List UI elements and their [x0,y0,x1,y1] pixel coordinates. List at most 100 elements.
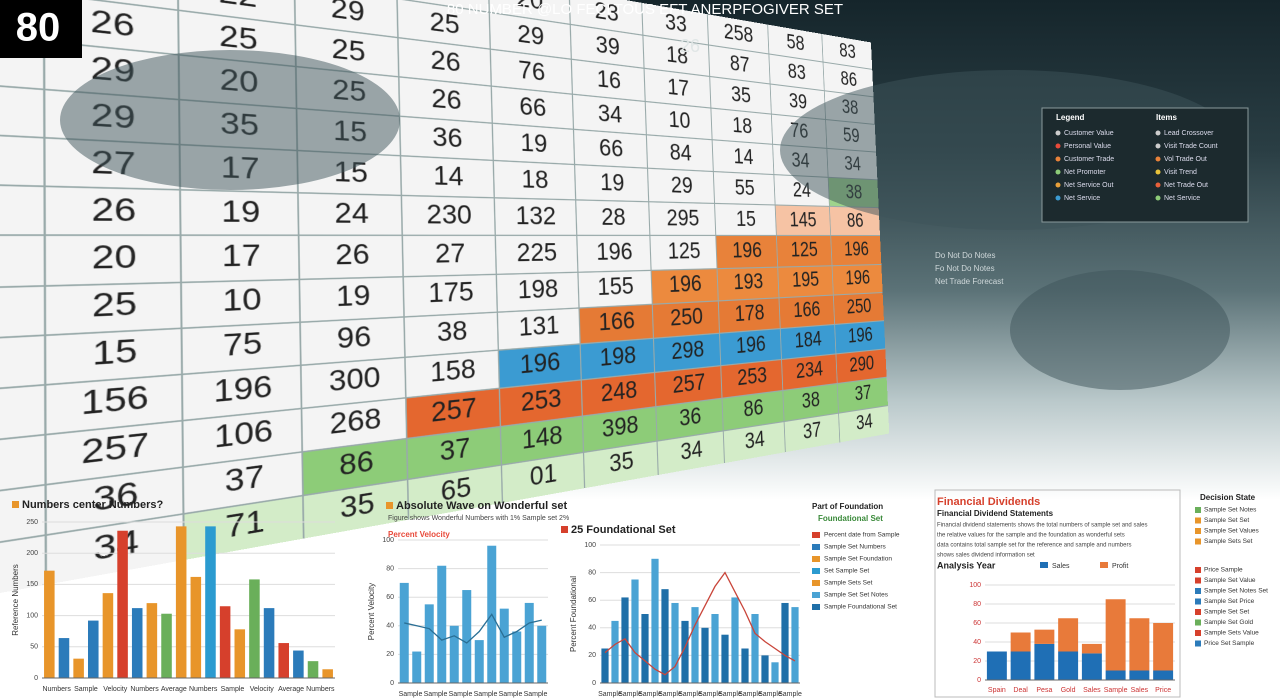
legend-label: Sample Set Foundation [824,556,892,563]
y-tick-label: 0 [390,680,394,687]
legend-dot [1155,195,1161,201]
legend-dot [1055,195,1061,201]
y-tick-label: 0 [592,680,596,687]
legend-label: Sample Set Set [1204,609,1249,616]
table-label: 26 [680,36,700,56]
y-tick-label: 80 [973,601,981,608]
trend-line [404,613,542,644]
x-tick-label: Sample [499,691,523,698]
title-marker [12,501,19,508]
bar [462,590,472,683]
legend-label: Percent date from Sample [824,532,900,539]
y-tick-label: 50 [30,644,38,651]
x-tick-label: Sample [678,691,702,698]
summary-panel [934,489,1181,698]
bar [751,614,759,683]
y-tick-label: 40 [588,625,596,632]
y-tick-label: 0 [977,677,981,684]
legend-label: Sample Sets Set [1204,538,1253,545]
stacked-bar [1105,599,1126,671]
y-tick-label: 80 [386,565,394,572]
bar [219,606,231,678]
y-tick-label: 40 [386,623,394,630]
legend-dot [1055,156,1061,162]
bar [499,608,509,683]
bar [424,604,434,683]
y-axis-label: Percent Velocity [367,583,376,640]
legend-label: Sample Sets Set [824,580,873,587]
y-tick-label: 200 [26,550,38,557]
y-tick-label: 100 [382,537,394,544]
x-tick-label: Sample [718,691,742,698]
y-tick-label: 80 [588,569,596,576]
legend-swatch [1195,507,1201,513]
legend-label: Sample Set Values [1204,528,1260,535]
bar [611,620,619,683]
trend-line [604,571,796,676]
bar [278,643,289,678]
legend-dot [1055,143,1061,149]
bar [437,565,447,683]
stacked-bar [1129,618,1150,671]
summary-text: shows sales dividend information set [937,553,1035,559]
bar [263,608,275,678]
legend-swatch [812,568,820,574]
legend-label: Sample Set Set Notes [824,592,889,599]
legend-label: Visit Trade Count [1164,143,1218,150]
legend-title: Legend [1056,113,1085,122]
bar [205,526,216,678]
bar [641,614,649,683]
stacked-bar [1034,629,1055,644]
legend-swatch [812,580,820,586]
badge-box [0,0,82,58]
legend-dot [1055,182,1061,188]
legend-label: Customer Trade [1064,156,1114,163]
legend-label: Net Trade Out [1164,182,1208,189]
bar [412,651,422,683]
legend-dot [1155,169,1161,175]
x-tick-label: Sample [449,691,473,698]
y-tick-label: 100 [969,582,981,589]
legend-swatch [1195,598,1201,605]
legend-dot [1055,169,1061,175]
y-tick-label: 150 [26,581,38,588]
bar [721,634,729,683]
legend-label: Vol Trade Out [1164,156,1207,163]
x-tick-label: Sample [658,691,682,698]
legend-swatch [1195,567,1201,573]
summary-subtitle: Financial Dividend Statements [937,509,1054,518]
bar [190,576,202,678]
legend-swatch [1195,630,1201,636]
legend-label: Set Sample Set [824,568,869,575]
chart-title: 25 Foundational Set [571,524,676,536]
legend-title: Part of Foundation [812,502,883,511]
x-tick-label: Sample [638,691,662,698]
bar [474,640,484,683]
bar [651,558,659,683]
summary-text: data contains total sample set for the r… [937,543,1131,549]
legend-swatch [812,592,820,598]
legend-label: Customer Value [1064,130,1114,137]
x-tick-label: Deal [1013,687,1028,694]
x-tick-label: Pesa [1036,687,1052,694]
stacked-bar [1010,651,1031,680]
bar [293,650,304,678]
x-tick-label: Sample [778,691,802,698]
bar [771,662,779,683]
chart-subtitle: Figure shows Wonderful Numbers with 1% S… [388,515,569,522]
bar [781,602,789,683]
continent [1010,270,1230,390]
bar [449,625,459,683]
bar [73,658,84,678]
y-axis-label: Percent Foundational [569,576,578,652]
summary-text: the relative values for the sample and t… [937,533,1125,539]
bar [88,620,99,678]
x-tick-label: Spain [988,687,1006,694]
map-note: Net Trade Forecast [935,277,1004,286]
legend-label: Sample Set Notes [1204,507,1257,514]
legend-label: Net Service Out [1064,182,1113,189]
bar [117,530,128,678]
x-tick-label: Sample [618,691,642,698]
continent [60,50,400,190]
bar [307,661,319,678]
